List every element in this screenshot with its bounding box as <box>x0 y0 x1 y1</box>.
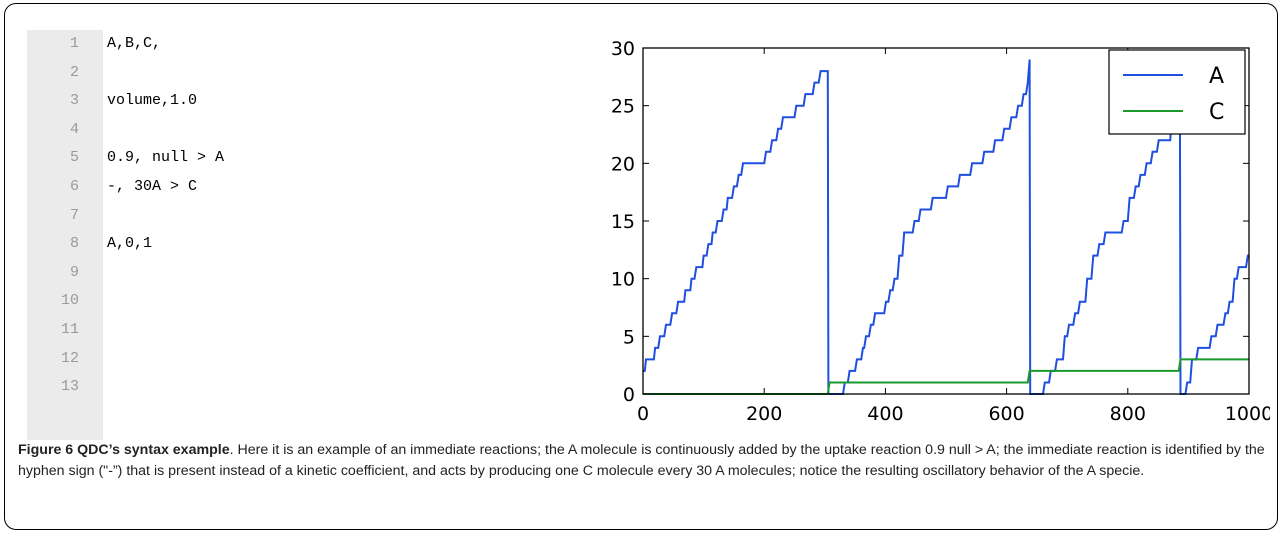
code-line: 4 <box>27 117 427 143</box>
x-tick-label: 200 <box>746 403 782 425</box>
code-text: 0.9, null > A <box>107 149 225 167</box>
series-line-A <box>643 59 1249 395</box>
code-line: 12 <box>27 346 427 372</box>
x-tick-label: 0 <box>637 403 649 425</box>
code-line: 6 -, 30A > C <box>27 174 427 200</box>
legend-label-C: C <box>1209 100 1224 125</box>
y-tick-label: 0 <box>623 384 635 406</box>
line-number: 5 <box>69 149 79 167</box>
line-number: 4 <box>69 120 79 138</box>
code-text: A,B,C, <box>107 35 162 52</box>
series-layer <box>643 59 1249 395</box>
code-line: 5 0.9, null > A <box>27 145 427 171</box>
line-number: 3 <box>69 92 79 110</box>
x-axis: 0 200 400 600 800 1000 <box>637 48 1270 425</box>
x-tick-label: 600 <box>988 403 1024 425</box>
series-line-C <box>643 358 1249 395</box>
x-tick-label: 800 <box>1110 403 1146 425</box>
line-number: 13 <box>60 378 79 396</box>
code-line: 3 volume,1.0 <box>27 88 427 114</box>
plot-border <box>642 47 1250 395</box>
y-tick-label: 10 <box>611 269 635 291</box>
caption-text: . Here it is an example of an immediate … <box>18 442 1265 479</box>
code-editor: 1 A,B,C, 2 3 volume,1.0 4 5 0.9, null > A 6 -, 30… <box>27 30 427 440</box>
figure-caption: Figure 6 QDC’s syntax example. Here it i… <box>18 440 1268 481</box>
code-line: 2 <box>27 60 427 86</box>
code-line: 10 <box>27 288 427 314</box>
caption-label: Figure 6 QDC’s syntax example <box>18 442 230 458</box>
line-number: 10 <box>60 292 79 310</box>
line-number: 12 <box>60 349 79 367</box>
legend: AC <box>1108 49 1246 135</box>
line-chart: 0 200 400 600 800 1000 0 5 10 15 20 25 30 AC <box>611 38 1270 425</box>
line-number: 6 <box>69 178 79 195</box>
legend-box <box>1108 49 1246 135</box>
code-line: 8 A,0,1 <box>27 231 427 257</box>
code-line: 7 <box>27 203 427 229</box>
x-tick-label: 400 <box>867 403 903 425</box>
code-text: -, 30A > C <box>107 178 198 195</box>
code-text: volume,1.0 <box>107 92 198 110</box>
y-tick-label: 30 <box>611 38 635 60</box>
code-line: 13 <box>27 374 427 400</box>
code-line: 1 A,B,C, <box>27 31 427 57</box>
line-number: 8 <box>69 235 79 253</box>
line-number: 9 <box>69 263 79 281</box>
y-tick-label: 20 <box>611 153 635 175</box>
line-number: 7 <box>69 206 79 224</box>
figure-frame <box>4 3 1278 530</box>
line-number: 2 <box>69 63 79 81</box>
line-number: 11 <box>60 321 79 338</box>
x-tick-label: 1000 <box>1225 403 1270 425</box>
y-tick-label: 25 <box>611 96 635 118</box>
line-number-gutter <box>27 30 103 440</box>
line-number: 1 <box>69 35 79 52</box>
legend-label-A: A <box>1209 64 1224 89</box>
code-line: 9 <box>27 260 427 286</box>
y-tick-label: 5 <box>623 326 635 348</box>
code-text: A,0,1 <box>107 235 153 253</box>
y-tick-label: 15 <box>611 211 635 233</box>
code-line: 11 <box>27 317 427 343</box>
